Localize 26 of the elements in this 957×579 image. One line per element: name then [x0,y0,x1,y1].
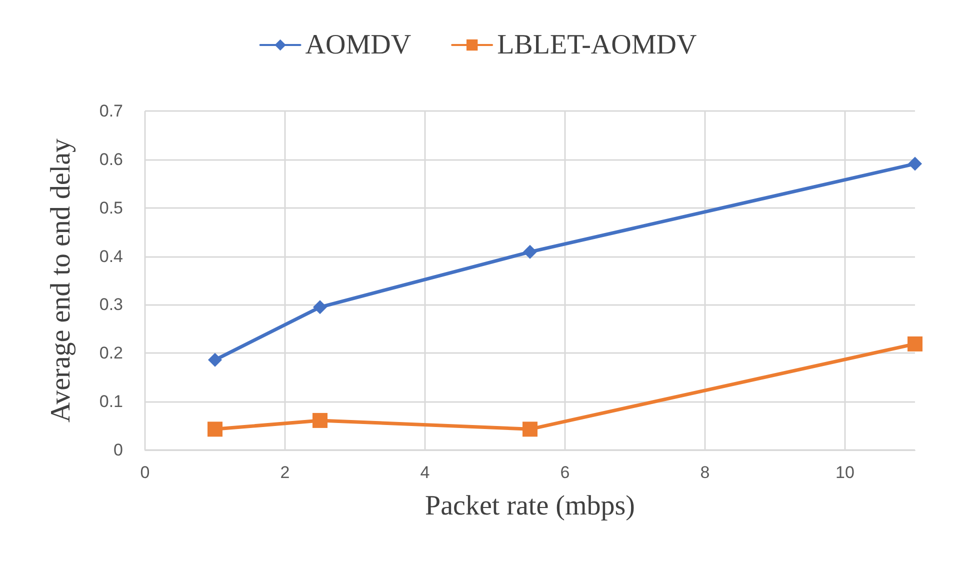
x-tick-label: 6 [560,463,570,482]
x-tick-label: 4 [420,463,430,482]
point [908,336,922,352]
point [522,422,538,437]
point [908,156,922,171]
y-tick-label: 0.1 [99,392,123,412]
y-tick-label: 0.4 [99,246,123,266]
y-tick-label: 0.7 [99,102,123,120]
point [313,300,327,314]
y-tick-label: 0.5 [99,198,123,218]
x-tick-label: 8 [700,463,710,482]
point [523,244,537,259]
x-tick-label: 0 [140,463,150,482]
y-tick-label: 0.3 [99,295,123,314]
y-tick-label: 0.2 [99,344,123,363]
x-tick-label: 10 [836,463,854,482]
y-tick-label: 0.6 [99,150,123,169]
legend-label: AOMDV [305,30,412,60]
point [208,422,222,437]
y-axis-title: Average end to end delay [46,138,76,423]
x-tick-label: 2 [280,463,290,482]
x-axis-title: Packet rate (mbps) [425,490,635,522]
point [208,352,222,367]
y-tick-label: 0 [114,440,123,460]
point [312,412,328,428]
legend-label: LBLET-AOMDV [497,30,697,60]
